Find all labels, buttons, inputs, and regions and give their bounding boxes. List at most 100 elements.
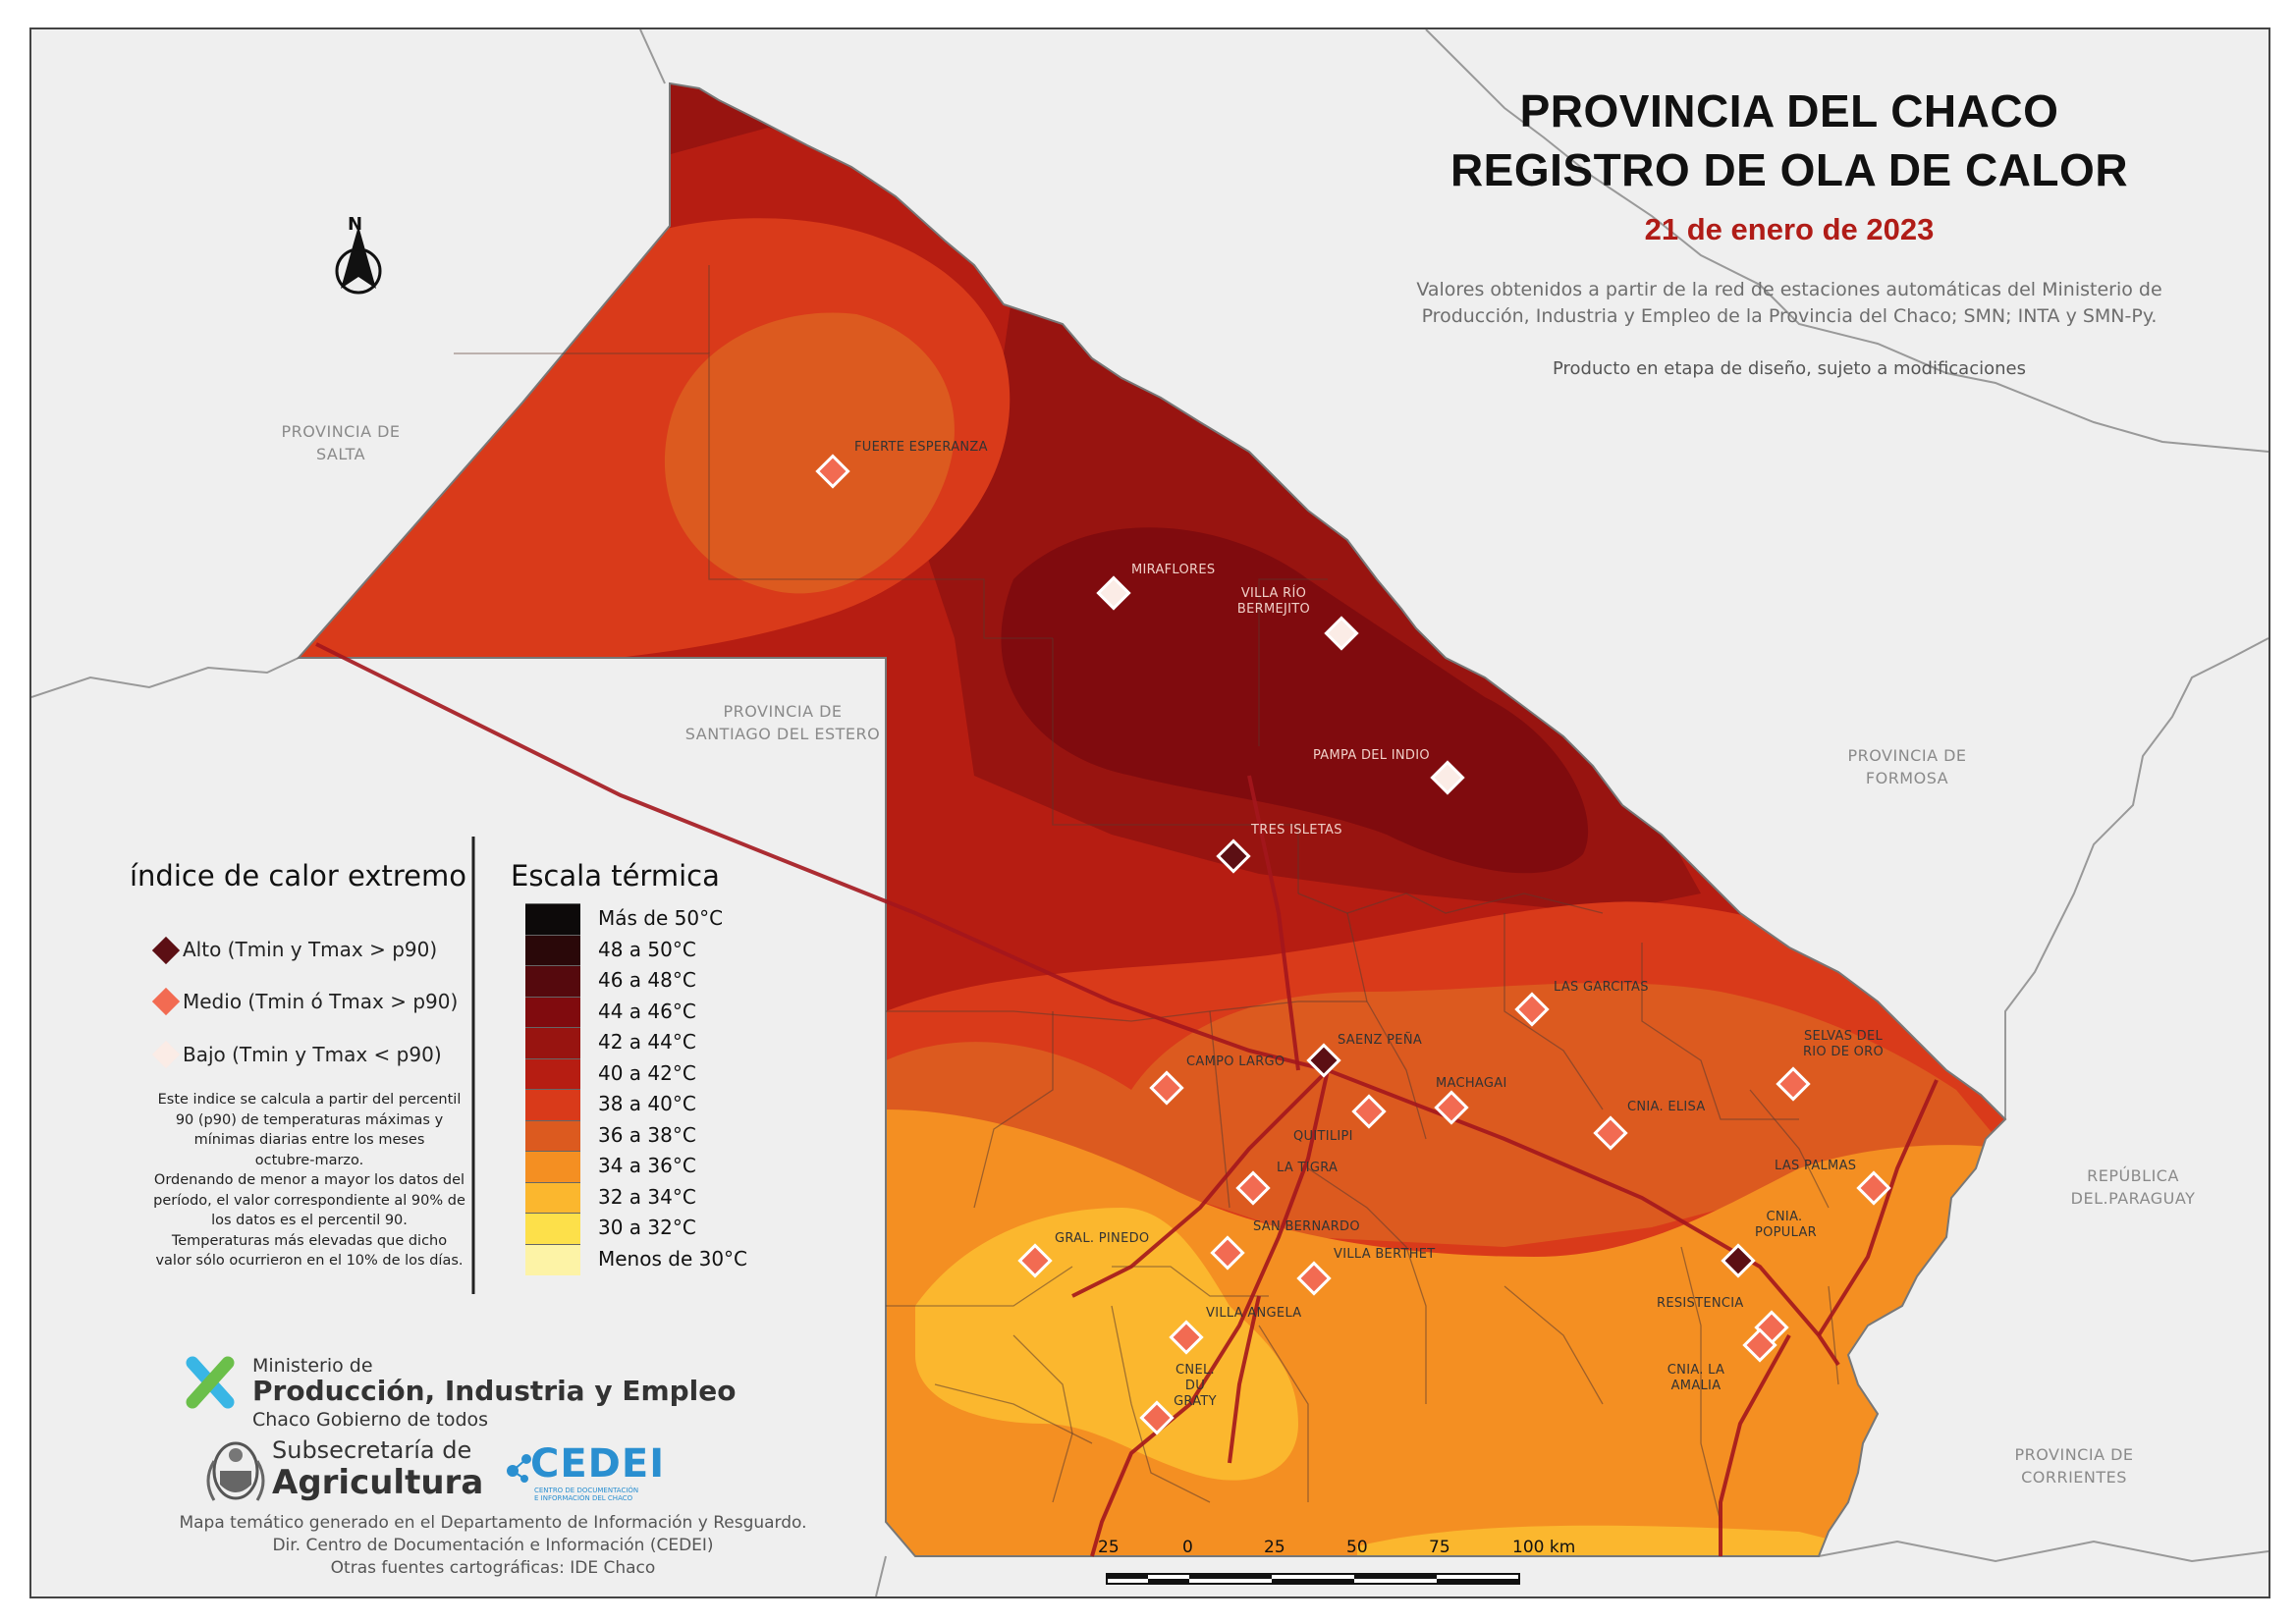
station-marker-medio[interactable] — [1169, 1320, 1204, 1355]
station-marker-medio[interactable] — [1434, 1090, 1469, 1125]
region-corrientes-line2: CORRIENTES — [2021, 1468, 2127, 1487]
station-marker-alto[interactable] — [1306, 1043, 1341, 1078]
scale-row: 36 a 38°C — [525, 1119, 741, 1152]
station-marker-medio[interactable] — [1742, 1327, 1777, 1363]
city-label-las-garcitas: LAS GARCITAS — [1554, 980, 1649, 995]
heat-map — [31, 29, 2269, 1596]
map-title-line1: PROVINCIA DEL CHACO — [1519, 85, 2059, 136]
region-santiago-line2: SANTIAGO DEL ESTERO — [684, 725, 881, 743]
region-salta-line1: PROVINCIA DE — [281, 422, 401, 441]
scale-label: 34 a 36°C — [598, 1154, 696, 1177]
scale-label: 75 — [1429, 1538, 1450, 1557]
city-label-pampa-del-indio: PAMPA DEL INDIO — [1313, 748, 1430, 763]
legend-symbols — [151, 936, 181, 1069]
scale-swatch — [525, 934, 580, 966]
station-marker-medio[interactable] — [1776, 1066, 1811, 1102]
scale-row: 44 a 46°C — [525, 996, 741, 1028]
scale-swatch — [525, 1243, 580, 1275]
region-corrientes: PROVINCIA DE CORRIENTES — [1976, 1443, 2172, 1488]
cedei-sub: CENTRO DE DOCUMENTACIÓN E INFORMACIÓN DE… — [534, 1487, 638, 1502]
station-marker-medio[interactable] — [1593, 1115, 1628, 1151]
scale-row: 46 a 48°C — [525, 965, 741, 997]
legend-medio-label: Medio (Tmin ó Tmax > p90) — [183, 990, 459, 1013]
scale-row: Más de 50°C — [525, 903, 741, 935]
city-label-quitilipi: QUITILIPI — [1293, 1129, 1353, 1144]
station-marker-medio[interactable] — [1210, 1235, 1245, 1271]
station-marker-alto[interactable] — [1721, 1243, 1756, 1278]
ministry-name: Producción, Industria y Empleo — [252, 1375, 737, 1407]
map-frame: PROVINCIA DEL CHACO REGISTRO DE OLA DE C… — [29, 27, 2270, 1598]
station-marker-medio[interactable] — [815, 454, 850, 489]
scale-label: 44 a 46°C — [598, 999, 696, 1023]
region-paraguay: REPÚBLICA DEL.PARAGUAY — [2035, 1164, 2231, 1210]
note-line: Temperaturas más elevadas que dicho — [171, 1232, 448, 1249]
station-marker-medio[interactable] — [1235, 1170, 1271, 1206]
legend-alto-icon — [151, 936, 181, 965]
city-label-saenz-pena: SAENZ PEÑA — [1338, 1033, 1423, 1048]
station-marker-bajo[interactable] — [1096, 575, 1131, 611]
note-line: octubre-marzo. — [254, 1152, 364, 1168]
cedei-logo-icon — [507, 1454, 531, 1483]
scale-row: 30 a 32°C — [525, 1213, 741, 1244]
station-marker-bajo[interactable] — [1430, 760, 1465, 795]
scale-swatch — [525, 1057, 580, 1090]
scale-row: 42 a 44°C — [525, 1027, 741, 1058]
station-marker-medio[interactable] — [1149, 1070, 1184, 1106]
credit-line3: Otras fuentes cartográficas: IDE Chaco — [330, 1558, 656, 1578]
city-label-gral-pinedo: GRAL. PINEDO — [1055, 1231, 1150, 1246]
city-label-cnia-popular: CNIA. POPULAR — [1755, 1210, 1817, 1240]
scale-label: 0 — [1182, 1538, 1193, 1557]
station-marker-medio[interactable] — [1296, 1261, 1332, 1296]
scale-swatch — [525, 1119, 580, 1152]
station-marker-medio[interactable] — [1139, 1400, 1175, 1435]
legend-scale-title: Escala térmica — [511, 859, 720, 893]
station-marker-alto[interactable] — [1216, 839, 1251, 874]
ministry-logo-icon — [186, 1356, 235, 1409]
station-marker-medio[interactable] — [1856, 1170, 1891, 1206]
draft-note: Producto en etapa de diseño, sujeto a mo… — [1552, 358, 2026, 379]
legend-index-title: índice de calor extremo — [130, 859, 467, 893]
legend-index-note: Este indice se calcula a partir del perc… — [147, 1090, 471, 1271]
scale-label: 25 — [1264, 1538, 1285, 1557]
credits: Mapa temático generado en el Departament… — [130, 1512, 856, 1580]
scale-label: 30 a 32°C — [598, 1216, 696, 1239]
station-marker-bajo[interactable] — [1324, 616, 1359, 651]
map-date: 21 de enero de 2023 — [1644, 212, 1935, 246]
station-marker-medio[interactable] — [1017, 1243, 1053, 1278]
scale-bar — [1106, 1573, 1520, 1585]
note-line: Este indice se calcula a partir del perc… — [157, 1092, 462, 1108]
map-title-line2: REGISTRO DE OLA DE CALOR — [1449, 144, 2129, 195]
note-line: Ordenando de menor a mayor los datos del — [153, 1172, 465, 1188]
region-salta-line2: SALTA — [315, 445, 366, 463]
city-label-villa-rio-bermejito: VILLA RÍO BERMEJITO — [1236, 586, 1311, 617]
scale-swatch — [525, 903, 580, 935]
scale-row: 38 a 40°C — [525, 1089, 741, 1120]
city-label-miraflores: MIRAFLORES — [1131, 563, 1216, 577]
chaco-outline — [296, 81, 2007, 1557]
city-label-machagai: MACHAGAI — [1436, 1076, 1507, 1091]
scale-label: 36 a 38°C — [598, 1122, 696, 1147]
scale-label: 25 — [1098, 1538, 1120, 1557]
legend-bajo-label: Bajo (Tmin y Tmax < p90) — [183, 1043, 442, 1066]
scale-label: 50 — [1346, 1538, 1368, 1557]
note-line: los datos es el percentil 90. — [211, 1213, 408, 1228]
region-formosa: PROVINCIA DE FORMOSA — [1809, 744, 2005, 789]
city-label-san-bernardo: SAN BERNARDO — [1253, 1219, 1360, 1234]
scale-swatch — [525, 1151, 580, 1182]
station-marker-medio[interactable] — [1351, 1094, 1387, 1129]
ministry-sub: Chaco Gobierno de todos — [252, 1409, 489, 1431]
city-label-campo-largo: CAMPO LARGO — [1186, 1055, 1285, 1069]
city-label-la-tigra: LA TIGRA — [1277, 1161, 1339, 1175]
scale-label: Menos de 30°C — [598, 1246, 748, 1271]
city-label-resistencia: RESISTENCIA — [1657, 1296, 1744, 1311]
region-salta: PROVINCIA DE SALTA — [238, 420, 444, 465]
region-santiago-line1: PROVINCIA DE — [723, 702, 843, 721]
note-line: 90 (p90) de temperaturas máximas y — [175, 1111, 444, 1128]
station-marker-medio[interactable] — [1514, 992, 1550, 1027]
scale-swatch — [525, 1089, 580, 1120]
scale-label: 46 a 48°C — [598, 968, 696, 992]
scale-row: 48 a 50°C — [525, 934, 741, 966]
region-formosa-line1: PROVINCIA DE — [1847, 746, 1967, 765]
legend-bajo-icon — [151, 1040, 181, 1069]
coat-of-arms-icon — [206, 1441, 265, 1501]
